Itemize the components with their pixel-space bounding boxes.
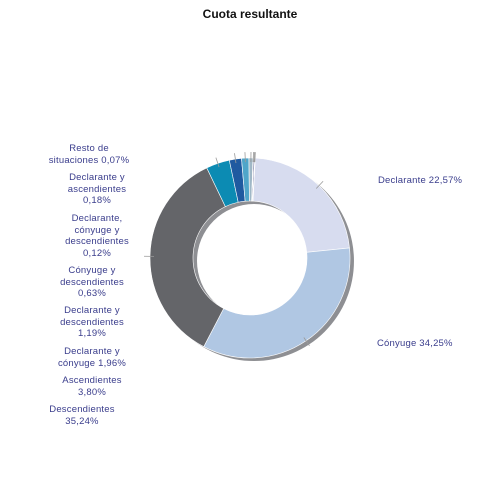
leader-line-4 — [234, 153, 237, 164]
label-line: 0,18% — [83, 195, 111, 206]
label-conyuge-descendientes: Cónyuge y descendientes 0,63% — [45, 265, 139, 300]
label-line: Resto de — [69, 143, 109, 154]
label-declarante-conyuge-descendientes: Declarante, cónyuge y descendientes 0,12… — [50, 213, 144, 259]
label-line: cónyuge y — [74, 224, 120, 236]
label-line: 3,80% — [78, 386, 106, 398]
label-line: Cónyuge y — [68, 265, 116, 276]
label-declarante-conyuge: Declarante y cónyuge 1,96% — [45, 346, 139, 369]
label-declarante-ascendientes: Declarante y ascendientes 0,18% — [50, 172, 144, 207]
label-line: Descendientes — [49, 404, 115, 415]
label-line: descendientes — [65, 236, 129, 247]
leader-line-3 — [215, 157, 220, 168]
label-line: descendientes — [60, 316, 124, 328]
label-line: Declarante y — [64, 346, 120, 357]
label-declarante: Declarante 22,57% — [378, 175, 463, 186]
label-resto-situaciones: Resto de situaciones 0,07% — [42, 143, 136, 166]
label-conyuge: Cónyuge 34,25% — [377, 338, 453, 349]
label-ascendientes: Ascendientes 3,80% — [45, 375, 139, 398]
label-line: Ascendientes — [62, 375, 122, 386]
label-line: Declarante, — [71, 213, 123, 224]
label-line: cónyuge 1,96% — [57, 357, 127, 369]
chart-title: Cuota resultante — [202, 7, 298, 21]
leader-line-9 — [254, 152, 256, 163]
label-declarante-descendientes: Declarante y descendientes 1,19% — [45, 305, 139, 340]
slice-cónyuge — [203, 247, 351, 359]
label-line: 0,63% — [78, 288, 106, 299]
label-line: Declarante y — [64, 305, 120, 316]
label-line: 1,19% — [78, 328, 106, 339]
slice-descendientes — [149, 167, 226, 348]
label-line: 35,24% — [65, 415, 99, 427]
leader-lines — [144, 152, 324, 346]
slice-declarante — [252, 157, 350, 253]
label-line: Declarante y — [69, 172, 125, 183]
label-line: ascendientes — [67, 183, 127, 195]
label-line: 0,12% — [83, 247, 111, 259]
leader-line-1 — [303, 337, 310, 346]
donut-slices — [149, 157, 351, 359]
leader-line-0 — [315, 180, 324, 189]
label-line: situaciones 0,07% — [48, 154, 130, 166]
label-line: descendientes — [60, 276, 124, 288]
label-descendientes: Descendientes 35,24% — [35, 404, 129, 427]
